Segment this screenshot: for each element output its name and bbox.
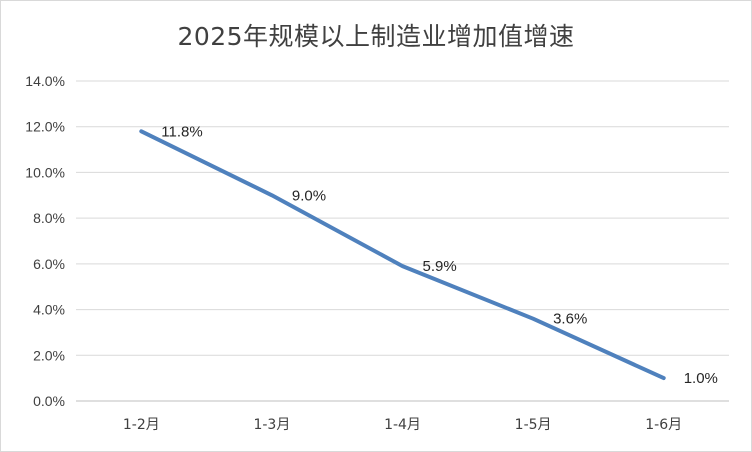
data-label: 9.0% (292, 187, 326, 204)
series-line (139, 129, 666, 381)
x-tick-label: 1-2月 (123, 417, 160, 433)
y-tick-label: 4.0% (33, 302, 65, 318)
x-tick-label: 1-4月 (384, 417, 421, 433)
y-tick-label: 12.0% (25, 119, 65, 135)
data-label: 3.6% (553, 311, 587, 328)
data-label: 1.0% (684, 370, 718, 387)
x-tick-label: 1-6月 (645, 417, 682, 433)
y-tick-label: 0.0% (33, 393, 65, 409)
chart-title: 2025年规模以上制造业增加值增速 (177, 22, 575, 51)
y-tick-label: 10.0% (25, 164, 65, 180)
data-label: 5.9% (423, 258, 457, 275)
y-tick-label: 6.0% (33, 256, 65, 272)
x-tick-label: 1-5月 (515, 417, 552, 433)
x-tick-label: 1-3月 (253, 417, 290, 433)
y-tick-label: 14.0% (25, 73, 65, 89)
y-tick-label: 2.0% (33, 347, 65, 363)
data-label: 11.8% (161, 123, 202, 140)
y-tick-label: 8.0% (33, 210, 65, 226)
